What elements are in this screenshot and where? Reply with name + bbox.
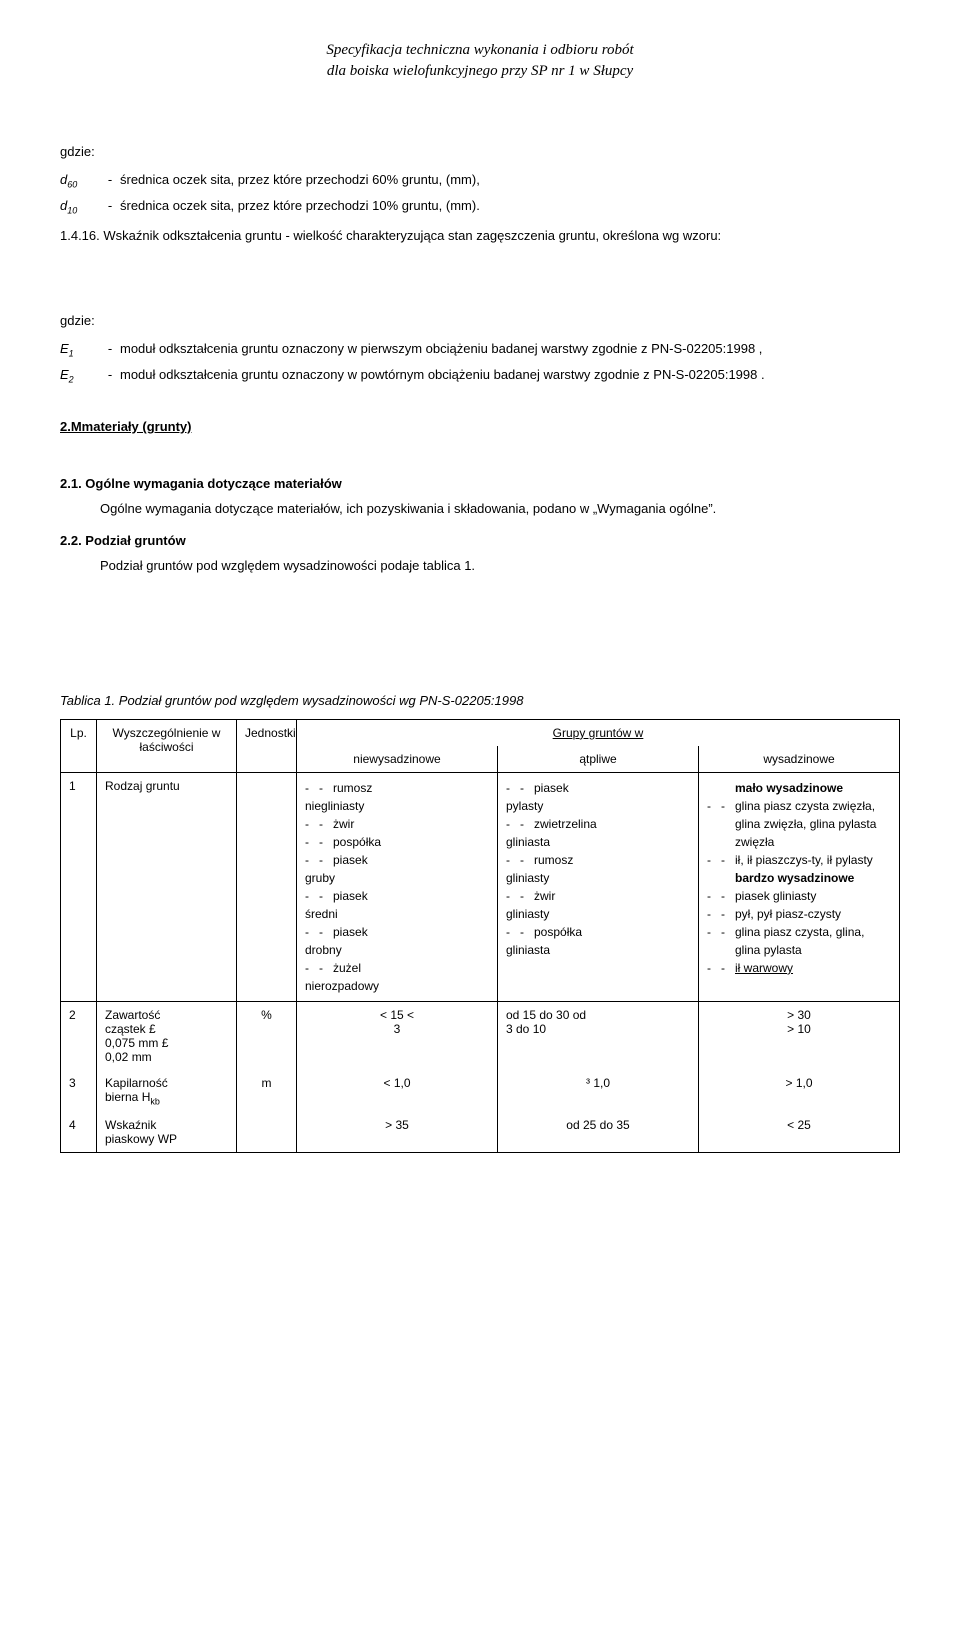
th-lp: Lp. bbox=[61, 719, 97, 772]
r3-c1: < 1,0 bbox=[297, 1070, 498, 1112]
r4-c1: > 35 bbox=[297, 1112, 498, 1153]
r1-c2: ‐‐piasekpylasty‐‐zwietrzelinagliniasta‐‐… bbox=[498, 772, 699, 1001]
th-unit: Jednostki bbox=[237, 719, 297, 772]
th-sub-1: niewysadzinowe bbox=[297, 746, 498, 773]
th-group: Grupy gruntów w bbox=[297, 719, 900, 746]
dash: - bbox=[100, 170, 120, 192]
table-caption: Tablica 1. Podział gruntów pod względem … bbox=[60, 691, 900, 711]
def-d60-symbol: d60 bbox=[60, 170, 100, 192]
r2-name: Zawartość cząstek £ 0,075 mm £ 0,02 mm bbox=[97, 1001, 237, 1070]
th-sub-2: ątpliwe bbox=[498, 746, 699, 773]
r1-name: Rodzaj gruntu bbox=[97, 772, 237, 1001]
r2-c2: od 15 do 30 od3 do 10 bbox=[498, 1001, 699, 1070]
r2-c1: < 15 <3 bbox=[297, 1001, 498, 1070]
table-row-1: 1 Rodzaj gruntu ‐‐rumoszniegliniasty‐‐żw… bbox=[61, 772, 900, 1001]
r1-lp: 1 bbox=[61, 772, 97, 1001]
r4-c3: < 25 bbox=[699, 1112, 900, 1153]
section-2-1-title: 2.1. Ogólne wymagania dotyczące materiał… bbox=[60, 476, 900, 491]
header-line-1: Specyfikacja techniczna wykonania i odbi… bbox=[60, 40, 900, 61]
th-sub-3: wysadzinowe bbox=[699, 746, 900, 773]
th-name: Wyszczególnienie w łaściwości bbox=[97, 719, 237, 772]
section-2-1-text: Ogólne wymagania dotyczące materiałów, i… bbox=[100, 499, 900, 519]
table-head: Lp. Wyszczególnienie w łaściwości Jednos… bbox=[61, 719, 900, 772]
def-e2-symbol: E2 bbox=[60, 365, 100, 387]
def-d60: d60 - średnica oczek sita, przez które p… bbox=[60, 170, 900, 192]
table-row-3: 3 Kapilarność bierna Hkb m < 1,0 ³ 1,0 >… bbox=[61, 1070, 900, 1112]
r1-unit bbox=[237, 772, 297, 1001]
r2-lp: 2 bbox=[61, 1001, 97, 1070]
section-2-title: 2.Mmateriały (grunty) bbox=[60, 417, 900, 437]
table-row-2: 2 Zawartość cząstek £ 0,075 mm £ 0,02 mm… bbox=[61, 1001, 900, 1070]
def-d10-symbol: d10 bbox=[60, 196, 100, 218]
r4-lp: 4 bbox=[61, 1112, 97, 1153]
gdzie-label-2: gdzie: bbox=[60, 311, 900, 331]
r4-unit bbox=[237, 1112, 297, 1153]
dash: - bbox=[100, 365, 120, 387]
r3-lp: 3 bbox=[61, 1070, 97, 1112]
section-2-2-title: 2.2. Podział gruntów bbox=[60, 533, 900, 548]
def-d10-text: średnica oczek sita, przez które przecho… bbox=[120, 196, 900, 218]
table-row-4: 4 Wskaźnik piaskowy WP > 35 od 25 do 35 … bbox=[61, 1112, 900, 1153]
def-e1-text: moduł odkształcenia gruntu oznaczony w p… bbox=[120, 339, 900, 361]
r3-name: Kapilarność bierna Hkb bbox=[97, 1070, 237, 1112]
def-e2-text: moduł odkształcenia gruntu oznaczony w p… bbox=[120, 365, 900, 387]
r2-c3: > 30> 10 bbox=[699, 1001, 900, 1070]
header-line-2: dla boiska wielofunkcyjnego przy SP nr 1… bbox=[60, 61, 900, 82]
table-1: Lp. Wyszczególnienie w łaściwości Jednos… bbox=[60, 719, 900, 1153]
document-header: Specyfikacja techniczna wykonania i odbi… bbox=[60, 40, 900, 82]
def-e2: E2 - moduł odkształcenia gruntu oznaczon… bbox=[60, 365, 900, 387]
r3-c2: ³ 1,0 bbox=[498, 1070, 699, 1112]
r1-c3: mało wysadzinowe‐‐glina piasz czysta zwi… bbox=[699, 772, 900, 1001]
gdzie-label-1: gdzie: bbox=[60, 142, 900, 162]
r4-name: Wskaźnik piaskowy WP bbox=[97, 1112, 237, 1153]
r3-c3: > 1,0 bbox=[699, 1070, 900, 1112]
def-e1-symbol: E1 bbox=[60, 339, 100, 361]
para-1-4-16: 1.4.16. Wskaźnik odkształcenia gruntu - … bbox=[60, 226, 900, 246]
dash: - bbox=[100, 339, 120, 361]
r4-c2: od 25 do 35 bbox=[498, 1112, 699, 1153]
def-e1: E1 - moduł odkształcenia gruntu oznaczon… bbox=[60, 339, 900, 361]
def-d60-text: średnica oczek sita, przez które przecho… bbox=[120, 170, 900, 192]
r2-unit: % bbox=[237, 1001, 297, 1070]
dash: - bbox=[100, 196, 120, 218]
r3-unit: m bbox=[237, 1070, 297, 1112]
section-2-2-text: Podział gruntów pod względem wysadzinowo… bbox=[100, 556, 900, 576]
r1-c1: ‐‐rumoszniegliniasty‐‐żwir‐‐pospółka‐‐pi… bbox=[297, 772, 498, 1001]
def-d10: d10 - średnica oczek sita, przez które p… bbox=[60, 196, 900, 218]
